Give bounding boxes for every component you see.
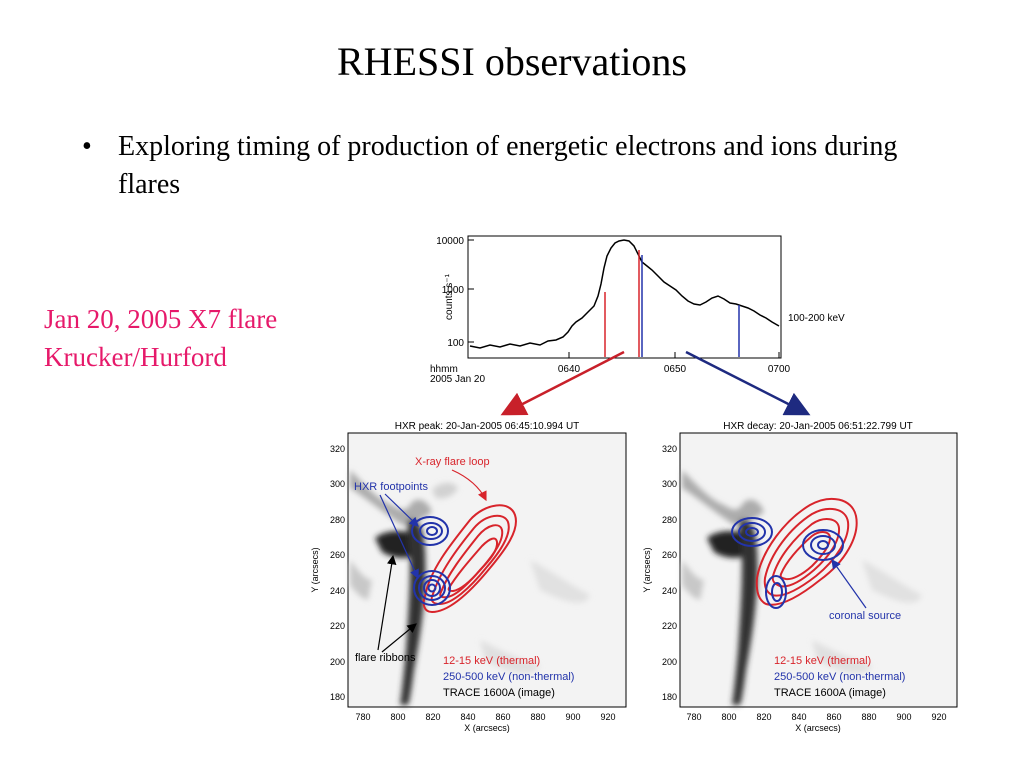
left-ytick: 260	[330, 550, 345, 560]
right-xtick: 800	[721, 712, 736, 722]
left-legend-black: TRACE 1600A (image)	[443, 687, 555, 699]
left-ytick: 200	[330, 657, 345, 667]
left-ytick: 300	[330, 479, 345, 489]
lc-xtick-0700: 0700	[768, 364, 791, 375]
left-yaxis: 320 300 280 260 240 220 200 180	[330, 444, 345, 702]
right-image-frame	[679, 432, 958, 708]
right-xaxis: 780 800 820 840 860 880 900 920	[686, 712, 946, 722]
right-xlabel: X (arcsecs)	[795, 723, 841, 733]
ann-flare-ribbons: flare ribbons	[355, 652, 416, 664]
left-xtick: 900	[565, 712, 580, 722]
lc-xlabel-date: 2005 Jan 20	[430, 374, 485, 385]
left-trace-image	[350, 470, 590, 705]
lightcurve-plot: 10000 1000 100 counts s⁻¹ 0640 0650 0700…	[430, 235, 845, 385]
flare-caption: Jan 20, 2005 X7 flare Krucker/Hurford	[44, 300, 277, 376]
left-panel-title: HXR peak: 20-Jan-2005 06:45:10.994 UT	[395, 421, 580, 432]
right-ytick: 280	[662, 515, 677, 525]
right-xtick: 820	[756, 712, 771, 722]
lightcurve-line	[469, 239, 780, 349]
slide-title: RHESSI observations	[337, 39, 687, 84]
left-xtick: 880	[530, 712, 545, 722]
panel-hxr-decay: HXR decay: 20-Jan-2005 06:51:22.799 UT	[642, 421, 958, 733]
lc-ytick-1000: 1000	[442, 285, 465, 296]
left-xtick: 780	[355, 712, 370, 722]
left-ytick: 220	[330, 621, 345, 631]
right-xtick: 840	[791, 712, 806, 722]
left-ytick: 240	[330, 586, 345, 596]
left-xtick: 860	[495, 712, 510, 722]
lc-energy-label: 100-200 keV	[788, 313, 845, 324]
left-xtick: 800	[390, 712, 405, 722]
lc-xtick-0640: 0640	[558, 364, 581, 375]
right-legend-black: TRACE 1600A (image)	[774, 687, 886, 699]
lc-xtick-0650: 0650	[664, 364, 687, 375]
lc-ylabel: counts s⁻¹	[444, 273, 455, 320]
left-legend-red: 12-15 keV (thermal)	[443, 655, 540, 667]
lightcurve-frame	[467, 235, 782, 359]
ann-hxr-footpoints: HXR footpoints	[354, 481, 428, 493]
left-xtick: 820	[425, 712, 440, 722]
left-xaxis: 780 800 820 840 860 880 900 920	[355, 712, 615, 722]
right-trace-image	[682, 470, 922, 705]
left-ytick: 180	[330, 692, 345, 702]
left-xlabel: X (arcsecs)	[464, 723, 510, 733]
right-ytick: 300	[662, 479, 677, 489]
ann-fp-arrow-1	[384, 493, 419, 527]
panel-hxr-peak: HXR peak: 20-Jan-2005 06:45:10.994 UT	[310, 421, 627, 733]
bullet-text: Exploring timing of production of energe…	[118, 131, 898, 200]
left-ytick: 280	[330, 515, 345, 525]
ann-fp-arrow-2	[379, 494, 419, 580]
ann-ribbon-arrow-1	[377, 554, 397, 651]
left-ylabel: Y (arcsecs)	[310, 547, 320, 592]
right-legend-red: 12-15 keV (thermal)	[774, 655, 871, 667]
lc-xlabel-hhmm: hhmm	[430, 364, 458, 375]
left-blue-contours	[411, 516, 451, 606]
ann-loop-arrow	[451, 469, 487, 502]
caption-line-1: Jan 20, 2005 X7 flare	[44, 304, 278, 334]
right-xtick: 860	[826, 712, 841, 722]
ann-coronal-source: coronal source	[829, 610, 901, 622]
right-ytick: 260	[662, 550, 677, 560]
ann-ribbon-arrow-2	[381, 623, 417, 653]
left-legend-blue: 250-500 keV (non-thermal)	[443, 671, 574, 683]
right-xtick: 920	[931, 712, 946, 722]
right-xtick: 780	[686, 712, 701, 722]
lc-ytick-100: 100	[447, 338, 464, 349]
caption-line-2: Krucker/Hurford	[44, 342, 227, 372]
arrow-to-peak	[500, 350, 625, 416]
lc-ytick-10000: 10000	[436, 236, 464, 247]
left-image-frame	[347, 432, 627, 708]
arrow-to-decay	[685, 350, 811, 416]
right-ytick: 180	[662, 692, 677, 702]
right-ytick: 320	[662, 444, 677, 454]
left-xtick: 840	[460, 712, 475, 722]
ann-xray-flare-loop: X-ray flare loop	[415, 456, 490, 468]
right-legend-blue: 250-500 keV (non-thermal)	[774, 671, 905, 683]
right-ylabel: Y (arcsecs)	[642, 547, 652, 592]
left-ytick: 320	[330, 444, 345, 454]
bullet-dot: •	[82, 131, 92, 162]
right-xtick: 880	[861, 712, 876, 722]
right-yaxis: 320 300 280 260 240 220 200 180	[662, 444, 677, 702]
right-blue-contours	[731, 517, 844, 609]
right-ytick: 220	[662, 621, 677, 631]
right-xtick: 900	[896, 712, 911, 722]
ann-coronal-arrow	[831, 559, 867, 609]
right-ytick: 200	[662, 657, 677, 667]
left-xtick: 920	[600, 712, 615, 722]
right-panel-title: HXR decay: 20-Jan-2005 06:51:22.799 UT	[723, 421, 913, 432]
right-ytick: 240	[662, 586, 677, 596]
